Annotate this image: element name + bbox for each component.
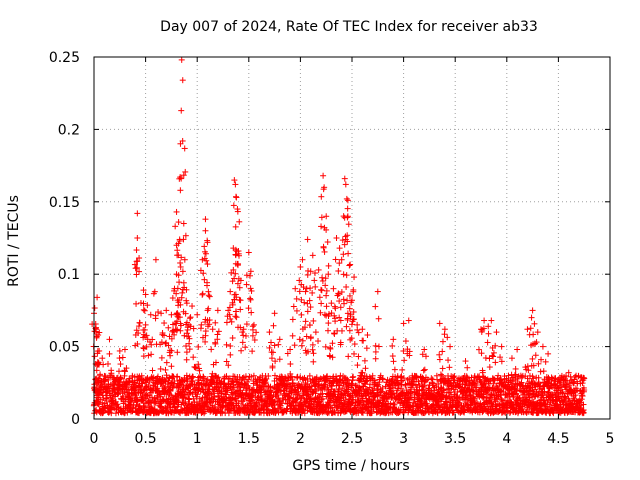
data-point: [211, 403, 218, 410]
data-point: [148, 394, 155, 401]
x-tick-label: 1: [193, 431, 202, 447]
data-point: [261, 380, 268, 387]
data-point: [174, 373, 181, 380]
data-point: [233, 388, 240, 395]
data-point: [215, 374, 222, 381]
data-point: [286, 395, 293, 402]
data-point: [143, 395, 150, 402]
x-tick-label: 0.5: [134, 431, 156, 447]
data-point: [253, 399, 260, 406]
x-tick-label: 4.5: [547, 431, 569, 447]
data-point: [196, 385, 203, 392]
data-point: [256, 377, 263, 384]
data-point: [121, 372, 128, 379]
x-axis-label: GPS time / hours: [292, 458, 409, 474]
data-point: [188, 377, 195, 384]
data-point: [147, 386, 154, 393]
data-point: [142, 404, 149, 411]
data-point: [253, 400, 260, 407]
data-point: [114, 390, 121, 397]
data-point: [248, 373, 255, 380]
x-tick-label: 4: [502, 431, 511, 447]
data-point: [112, 378, 119, 385]
data-point: [230, 384, 237, 391]
data-point: [112, 410, 119, 417]
data-point: [250, 372, 257, 379]
y-tick-label: 0.25: [49, 50, 80, 66]
x-tick-label: 3.5: [444, 431, 466, 447]
data-point: [167, 388, 174, 395]
data-point: [96, 401, 103, 408]
data-point: [114, 401, 121, 408]
data-point: [283, 384, 290, 391]
data-point: [236, 409, 243, 416]
data-point: [97, 396, 104, 403]
data-point: [200, 373, 207, 380]
data-point: [244, 402, 251, 409]
data-point: [267, 388, 274, 395]
data-point: [242, 373, 249, 380]
y-tick-label: 0.1: [58, 267, 80, 283]
data-point: [183, 372, 190, 379]
x-tick-label: 1.5: [238, 431, 260, 447]
data-point: [234, 408, 241, 415]
data-point: [239, 390, 246, 397]
data-point: [242, 381, 249, 388]
x-tick-label: 5: [606, 431, 615, 447]
data-point: [279, 400, 286, 407]
y-tick-label: 0.15: [49, 195, 80, 211]
data-points: [89, 56, 588, 417]
data-point: [124, 382, 131, 389]
grid-lines: [94, 57, 610, 419]
data-point: [217, 381, 224, 388]
y-tick-label: 0.05: [49, 340, 80, 356]
data-point: [271, 402, 278, 409]
data-point: [193, 393, 200, 400]
x-tick-label: 2.5: [341, 431, 363, 447]
data-point: [103, 397, 110, 404]
data-point: [158, 404, 165, 411]
data-point: [245, 376, 252, 383]
data-point: [169, 372, 176, 379]
data-point: [171, 377, 178, 384]
x-tick-label: 2: [296, 431, 305, 447]
data-point: [99, 399, 106, 406]
y-axis-label: ROTI / TECUs: [6, 195, 22, 287]
data-point: [138, 372, 145, 379]
data-point: [265, 372, 272, 379]
data-point: [165, 377, 172, 384]
y-tick-label: 0: [71, 412, 80, 428]
data-point: [204, 376, 211, 383]
data-point: [189, 374, 196, 381]
data-point: [224, 387, 231, 394]
data-point: [117, 374, 124, 381]
data-point: [194, 391, 201, 398]
data-point: [152, 399, 159, 406]
y-tick-label: 0.2: [58, 122, 80, 138]
data-point: [225, 380, 232, 387]
x-tick-label: 3: [399, 431, 408, 447]
data-point: [182, 398, 189, 405]
x-tick-label: 0: [90, 431, 99, 447]
data-point: [257, 386, 264, 393]
data-point: [154, 394, 161, 401]
chart-title: Day 007 of 2024, Rate Of TEC Index for r…: [160, 19, 538, 35]
data-point: [146, 378, 153, 385]
data-point: [140, 396, 147, 403]
data-point: [258, 395, 265, 402]
